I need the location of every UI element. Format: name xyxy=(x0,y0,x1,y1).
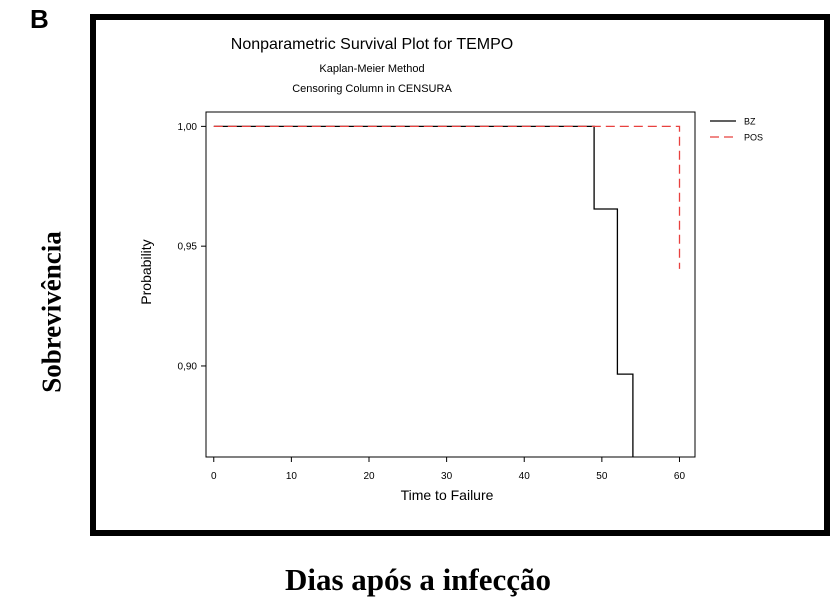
y-axis-ticks: 0,90 0,95 1,00 xyxy=(178,122,206,372)
legend-label-bz: BZ xyxy=(744,117,756,127)
y-axis-label: Probability xyxy=(138,239,154,304)
x-tick-label: 50 xyxy=(596,471,608,482)
outer-x-axis-label: Dias após a infecção xyxy=(284,562,552,597)
legend: BZ POS xyxy=(710,117,763,143)
x-tick-label: 20 xyxy=(363,471,375,482)
x-tick-label: 30 xyxy=(441,471,453,482)
x-tick-label: 10 xyxy=(286,471,298,482)
panel-letter: B xyxy=(30,4,49,34)
y-tick-label: 0,95 xyxy=(178,242,198,253)
series-line-pos xyxy=(213,125,681,269)
y-tick-label: 0,90 xyxy=(178,361,198,372)
x-axis-ticks: 0 10 20 30 40 50 60 xyxy=(211,457,685,482)
chart-frame xyxy=(90,14,830,536)
series-line-bz xyxy=(213,125,634,457)
chart-subtitle: Kaplan-Meier Method xyxy=(319,63,424,75)
y-tick-label: 1,00 xyxy=(178,122,198,133)
x-tick-label: 60 xyxy=(674,471,686,482)
survival-chart: Nonparametric Survival Plot for TEMPO Ka… xyxy=(138,36,763,503)
outer-y-axis-label: Sobrevivência xyxy=(36,231,67,393)
plot-area xyxy=(205,111,696,458)
x-tick-label: 40 xyxy=(519,471,531,482)
chart-title: Nonparametric Survival Plot for TEMPO xyxy=(231,36,513,53)
legend-label-pos: POS xyxy=(744,133,763,143)
plot-lines xyxy=(213,125,681,457)
chart-subtitle-2: Censoring Column in CENSURA xyxy=(292,83,452,95)
x-tick-label: 0 xyxy=(211,471,217,482)
x-axis-label: Time to Failure xyxy=(401,487,494,503)
